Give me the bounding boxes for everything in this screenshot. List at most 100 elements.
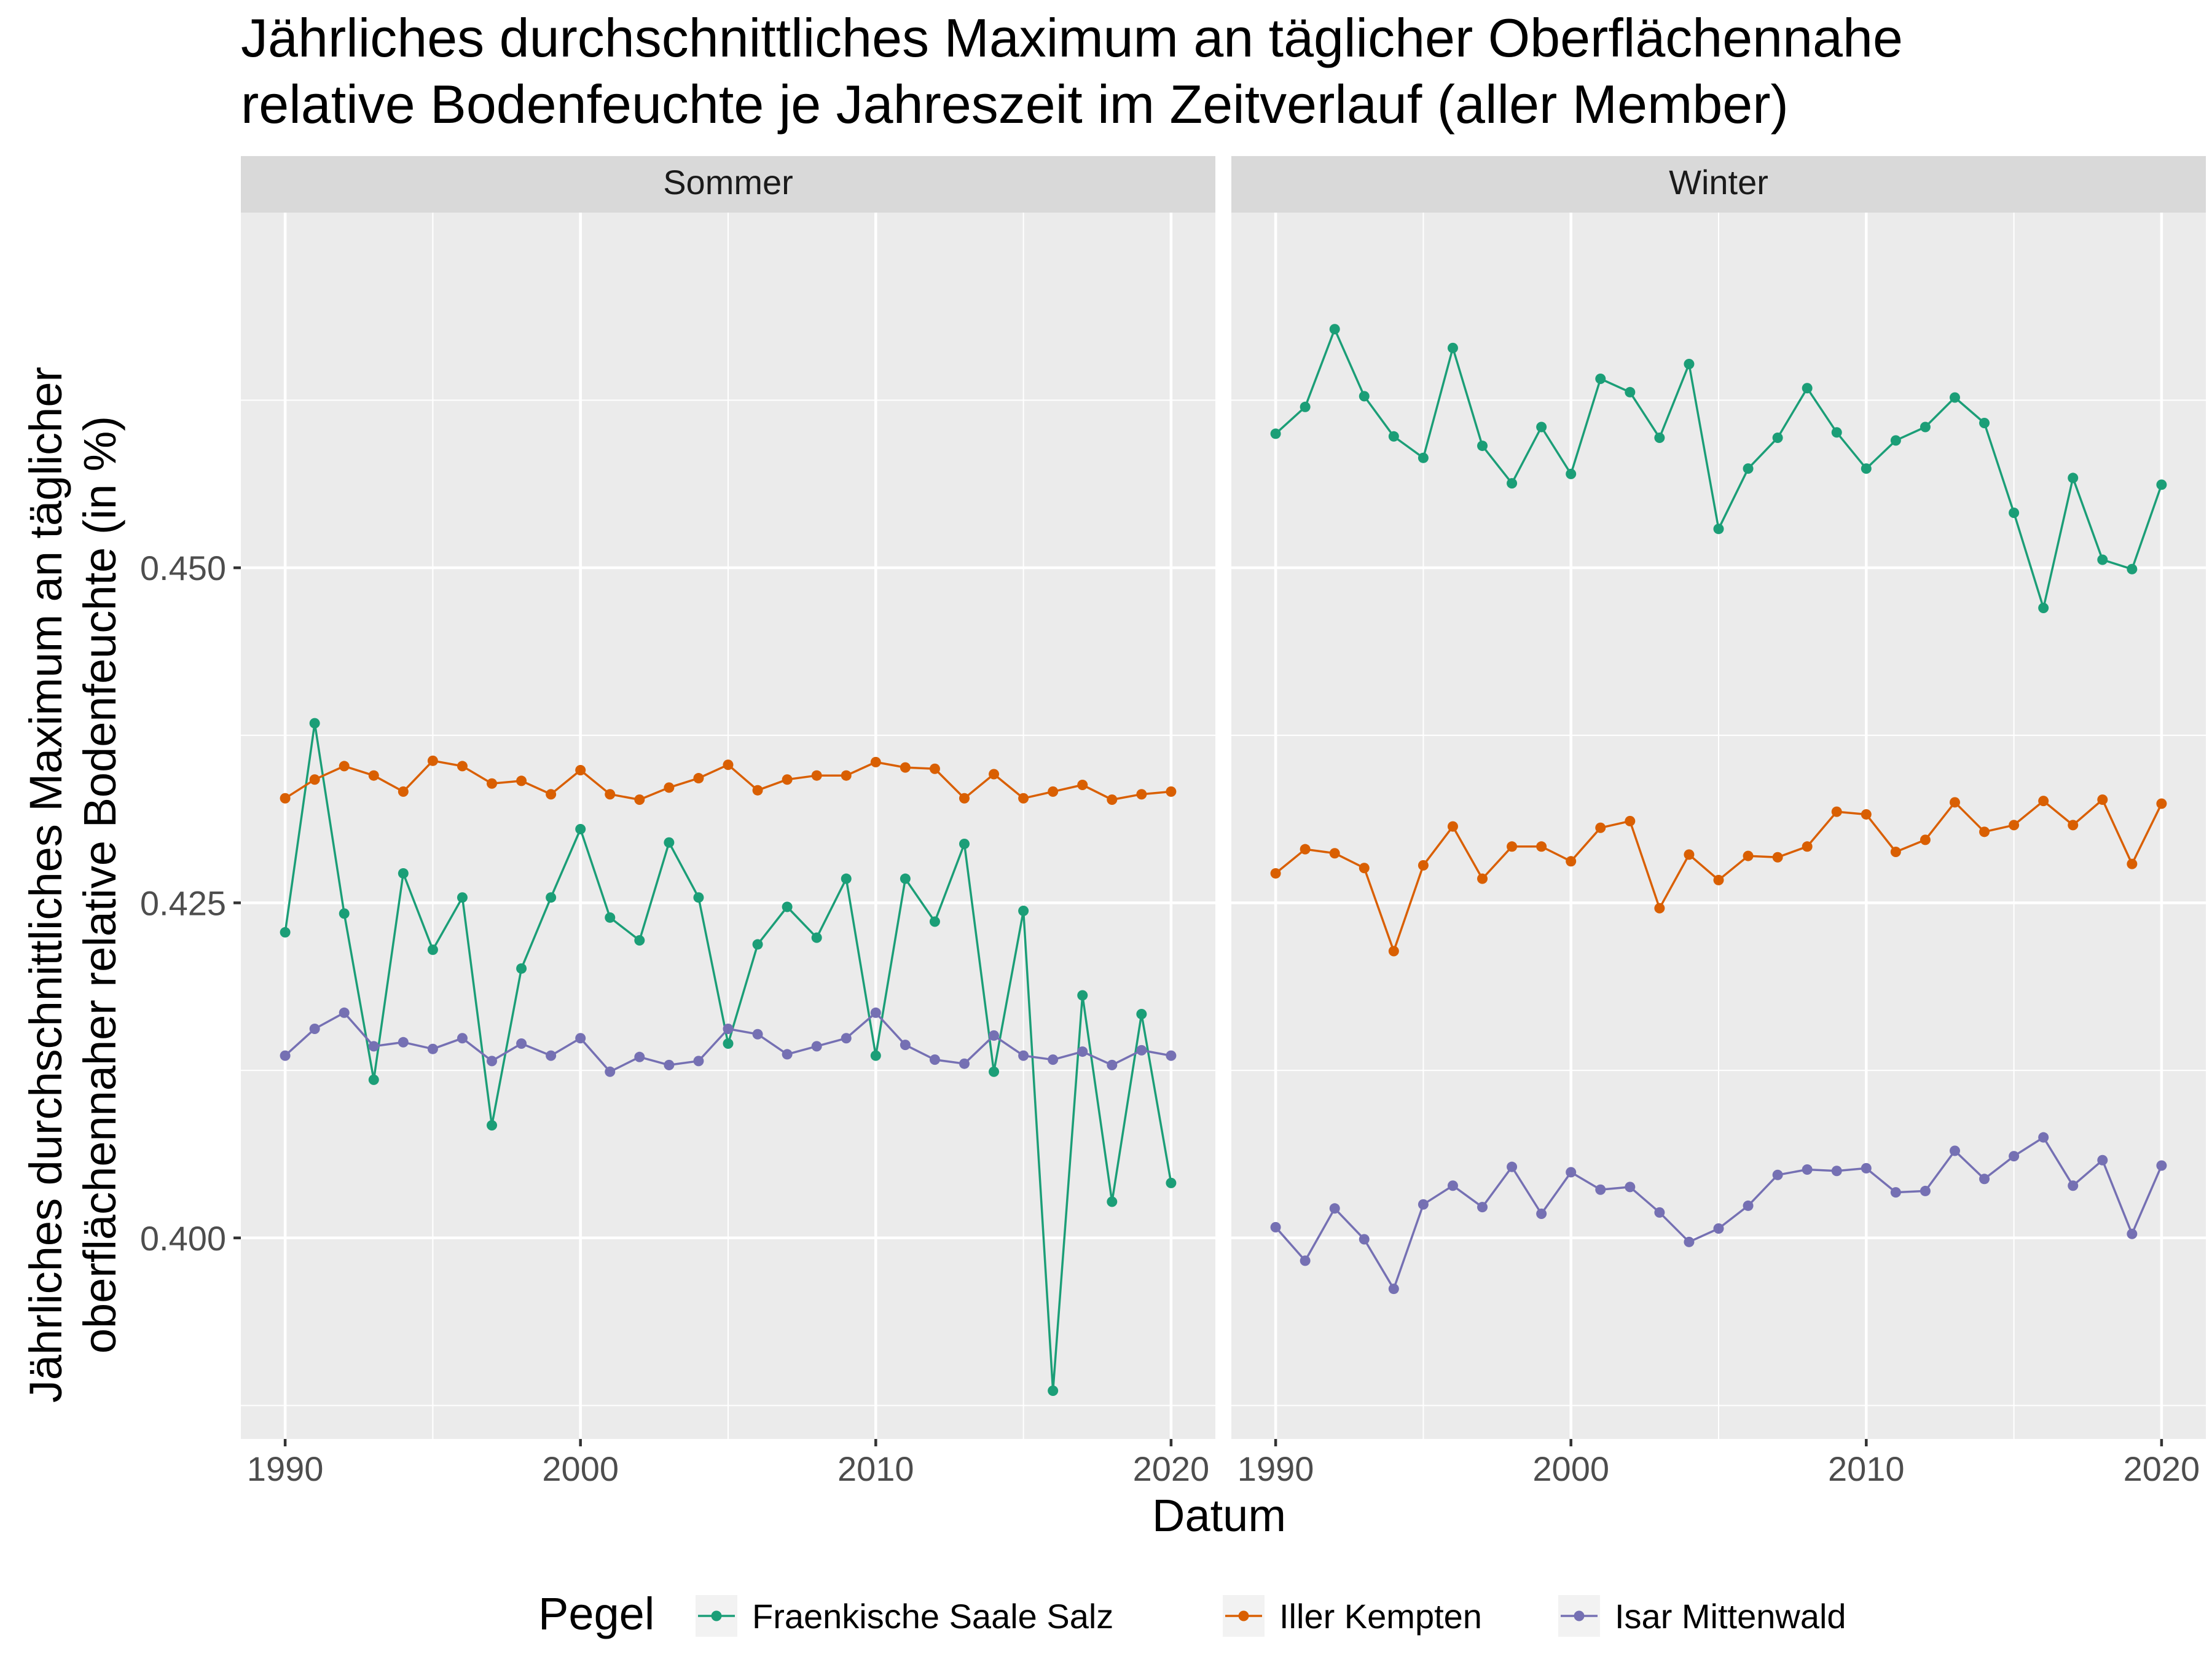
- data-point-fraenkische-saale-salz: [516, 963, 527, 974]
- legend-label-isar-mittenwald: Isar Mittenwald: [1615, 1597, 1846, 1636]
- data-point-fraenkische-saale-salz: [1107, 1196, 1118, 1207]
- data-point-fraenkische-saale-salz: [989, 1066, 1000, 1077]
- data-point-isar-mittenwald: [2127, 1228, 2138, 1239]
- data-point-isar-mittenwald: [1595, 1184, 1606, 1195]
- legend-key-point-fraenkische-saale-salz: [711, 1610, 722, 1621]
- data-point-isar-mittenwald: [752, 1029, 763, 1040]
- data-point-iller-kempten: [1447, 821, 1458, 832]
- data-point-fraenkische-saale-salz: [1949, 392, 1960, 403]
- data-point-iller-kempten: [1949, 797, 1960, 808]
- data-point-fraenkische-saale-salz: [605, 912, 616, 923]
- data-point-iller-kempten: [1979, 826, 1990, 837]
- data-point-isar-mittenwald: [1654, 1207, 1665, 1218]
- data-point-isar-mittenwald: [1920, 1185, 1931, 1196]
- data-point-fraenkische-saale-salz: [870, 1050, 881, 1061]
- data-point-isar-mittenwald: [1329, 1203, 1340, 1214]
- data-point-iller-kempten: [693, 773, 704, 784]
- data-point-fraenkische-saale-salz: [1388, 431, 1399, 442]
- facet-strip-winter: [1231, 156, 2206, 213]
- data-point-fraenkische-saale-salz: [1018, 906, 1029, 917]
- data-point-fraenkische-saale-salz: [1713, 523, 1724, 535]
- data-point-isar-mittenwald: [1536, 1209, 1547, 1220]
- data-point-iller-kempten: [516, 775, 527, 786]
- data-point-fraenkische-saale-salz: [1507, 478, 1518, 489]
- data-point-isar-mittenwald: [1890, 1187, 1901, 1198]
- data-point-iller-kempten: [1625, 815, 1636, 826]
- legend-label-fraenkische-saale-salz: Fraenkische Saale Salz: [752, 1597, 1113, 1636]
- legend-label-iller-kempten: Iller Kempten: [1279, 1597, 1482, 1636]
- data-point-isar-mittenwald: [1048, 1054, 1059, 1065]
- data-point-iller-kempten: [1077, 779, 1088, 790]
- data-point-fraenkische-saale-salz: [1329, 324, 1340, 335]
- data-point-fraenkische-saale-salz: [1684, 359, 1695, 370]
- facet-strip-label-sommer: Sommer: [663, 163, 793, 202]
- data-point-iller-kempten: [575, 764, 586, 775]
- data-point-isar-mittenwald: [1861, 1162, 1872, 1174]
- data-point-iller-kempten: [959, 793, 970, 804]
- data-point-iller-kempten: [1166, 786, 1177, 797]
- data-point-isar-mittenwald: [1477, 1202, 1488, 1213]
- data-point-iller-kempten: [457, 761, 468, 772]
- data-point-iller-kempten: [546, 789, 557, 800]
- data-point-iller-kempten: [1270, 868, 1281, 879]
- data-point-fraenkische-saale-salz: [1048, 1385, 1059, 1396]
- data-point-fraenkische-saale-salz: [2156, 479, 2167, 490]
- x-tick-label: 2010: [837, 1449, 914, 1488]
- data-point-iller-kempten: [870, 756, 881, 767]
- data-point-isar-mittenwald: [605, 1066, 616, 1077]
- data-point-iller-kempten: [1713, 874, 1724, 885]
- data-point-iller-kempten: [752, 785, 763, 796]
- data-point-fraenkische-saale-salz: [1890, 435, 1901, 446]
- data-point-iller-kempten: [664, 782, 675, 793]
- data-point-fraenkische-saale-salz: [1270, 428, 1281, 439]
- data-point-fraenkische-saale-salz: [1743, 463, 1754, 474]
- data-point-isar-mittenwald: [2156, 1160, 2167, 1171]
- data-point-fraenkische-saale-salz: [1595, 373, 1606, 384]
- data-point-fraenkische-saale-salz: [427, 944, 438, 955]
- data-point-fraenkische-saale-salz: [457, 892, 468, 903]
- data-point-iller-kempten: [2127, 858, 2138, 869]
- y-axis-label-line-1: Jährliches durchschnittliches Maximum an…: [20, 367, 71, 1403]
- x-axis-label: Datum: [1152, 1490, 1286, 1541]
- data-point-fraenkische-saale-salz: [1566, 468, 1577, 479]
- data-point-iller-kempten: [1566, 856, 1577, 867]
- data-point-fraenkische-saale-salz: [1536, 421, 1547, 433]
- data-point-isar-mittenwald: [516, 1038, 527, 1049]
- data-point-iller-kempten: [1802, 841, 1813, 852]
- data-point-isar-mittenwald: [546, 1050, 557, 1061]
- data-point-iller-kempten: [782, 774, 793, 785]
- data-point-fraenkische-saale-salz: [811, 932, 822, 943]
- data-point-iller-kempten: [634, 794, 645, 805]
- data-point-fraenkische-saale-salz: [929, 916, 940, 927]
- data-point-isar-mittenwald: [1270, 1221, 1281, 1233]
- data-point-iller-kempten: [1743, 850, 1754, 861]
- data-point-iller-kempten: [1136, 789, 1147, 800]
- data-point-fraenkische-saale-salz: [2009, 508, 2020, 519]
- data-point-isar-mittenwald: [575, 1033, 586, 1044]
- data-point-fraenkische-saale-salz: [1861, 463, 1872, 474]
- legend-title: Pegel: [538, 1588, 654, 1639]
- x-tick-label: 2000: [542, 1449, 619, 1488]
- data-point-isar-mittenwald: [1743, 1200, 1754, 1211]
- chart-title-line-2: relative Bodenfeuchte je Jahreszeit im Z…: [241, 74, 1789, 135]
- data-point-iller-kempten: [1048, 786, 1059, 797]
- data-point-isar-mittenwald: [368, 1041, 379, 1052]
- data-point-iller-kempten: [1920, 834, 1931, 845]
- data-point-iller-kempten: [1861, 809, 1872, 820]
- data-point-isar-mittenwald: [1077, 1046, 1088, 1057]
- data-point-iller-kempten: [368, 770, 379, 781]
- data-point-isar-mittenwald: [723, 1023, 734, 1034]
- data-point-isar-mittenwald: [309, 1023, 320, 1034]
- data-point-isar-mittenwald: [870, 1007, 881, 1018]
- data-point-fraenkische-saale-salz: [1772, 432, 1783, 443]
- data-point-fraenkische-saale-salz: [398, 868, 409, 879]
- data-point-fraenkische-saale-salz: [2068, 472, 2079, 484]
- data-point-isar-mittenwald: [664, 1059, 675, 1070]
- data-point-isar-mittenwald: [2009, 1151, 2020, 1162]
- data-point-isar-mittenwald: [693, 1056, 704, 1067]
- data-point-fraenkische-saale-salz: [752, 939, 763, 950]
- data-point-iller-kempten: [2097, 794, 2108, 805]
- data-point-isar-mittenwald: [1018, 1050, 1029, 1061]
- y-axis-label-group: Jährliches durchschnittliches Maximum an…: [20, 367, 125, 1403]
